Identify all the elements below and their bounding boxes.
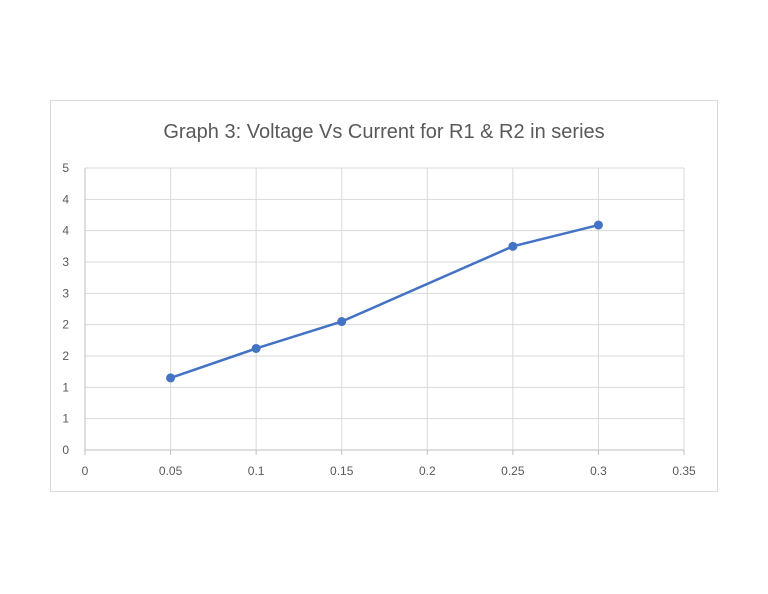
y-axis-ticks: 0 1 1 2 2 3 3 4 4 5 bbox=[62, 161, 69, 457]
y-tick-label: 3 bbox=[62, 286, 69, 300]
x-tick-label: 0.25 bbox=[501, 464, 525, 478]
data-point bbox=[337, 317, 347, 327]
grid-lines bbox=[85, 167, 685, 450]
y-tick-label: 5 bbox=[62, 161, 69, 175]
y-tick-label: 1 bbox=[62, 380, 69, 394]
x-tick-label: 0.1 bbox=[248, 464, 265, 478]
x-tick-label: 0.35 bbox=[672, 464, 696, 478]
y-tick-label: 4 bbox=[62, 192, 69, 206]
x-tick-label: 0.2 bbox=[419, 464, 436, 478]
chart-frame bbox=[50, 100, 718, 492]
axes bbox=[84, 168, 684, 451]
x-tick-label: 0.15 bbox=[330, 464, 354, 478]
y-tick-label: 2 bbox=[62, 349, 69, 363]
x-axis-ticks: 0 0.05 0.1 0.15 0.2 0.25 0.3 0.35 bbox=[82, 450, 696, 478]
series-line bbox=[170, 223, 599, 380]
data-series bbox=[166, 220, 603, 383]
x-tick-label: 0.05 bbox=[159, 464, 183, 478]
data-point bbox=[593, 220, 603, 230]
y-tick-label: 1 bbox=[62, 412, 69, 426]
x-tick-label: 0.3 bbox=[590, 464, 607, 478]
y-tick-label: 0 bbox=[62, 443, 69, 457]
y-tick-label: 3 bbox=[62, 255, 69, 269]
y-tick-label: 4 bbox=[62, 224, 69, 238]
y-tick-label: 2 bbox=[62, 318, 69, 332]
chart-title: Graph 3: Voltage Vs Current for R1 & R2 … bbox=[163, 121, 604, 143]
data-point bbox=[166, 373, 176, 383]
x-tick-label: 0 bbox=[82, 464, 89, 478]
data-point bbox=[508, 241, 518, 251]
data-point bbox=[251, 343, 261, 353]
